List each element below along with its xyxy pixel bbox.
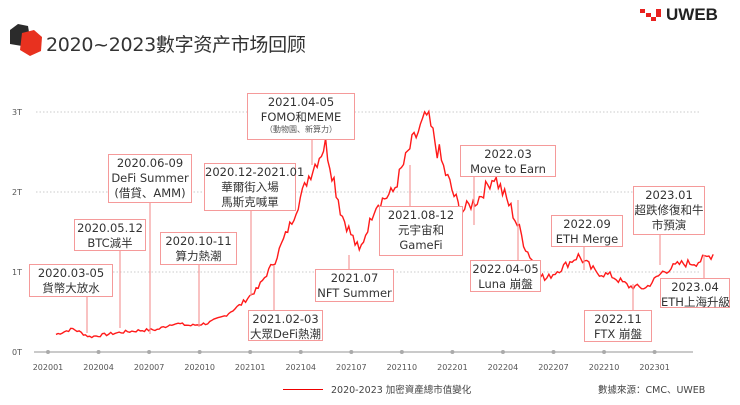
x-tick-dot (46, 350, 50, 354)
uweb-logo-icon (640, 9, 661, 21)
x-tick-label: 202207 (538, 363, 569, 372)
x-tick-dot (349, 350, 354, 354)
y-tick-label: 2T (12, 188, 22, 197)
x-tick-dot (298, 350, 303, 354)
page-title: 2020~2023數字资产市场回顾 (46, 34, 306, 56)
y-tick-label: 0T (12, 348, 22, 357)
annotation-line: 2022.11 (594, 312, 642, 326)
annotation-line: Move to Earn (470, 162, 546, 176)
annotation-box: 2020.10-11 算力熱潮 (160, 232, 237, 265)
x-tick-dot (248, 350, 253, 354)
annotation-line: 2020.03-05 (37, 266, 105, 280)
annotation-line: ETH Merge (555, 232, 619, 246)
x-tick-label: 202010 (184, 363, 215, 372)
series-line (55, 109, 714, 339)
annotation-line: DeFi Summer (111, 171, 189, 185)
x-tick-dot (96, 350, 101, 354)
x-tick-dot (652, 350, 657, 354)
x-tick-label: 202201 (437, 363, 468, 372)
annotation-line: 2020.10-11 (165, 234, 232, 248)
annotation-line: 元宇宙和 (398, 223, 444, 237)
y-tick-label: 3T (12, 108, 22, 117)
annotation-line: 2022.04-05 (472, 262, 539, 276)
annotation-line: 2020.06-09 (116, 156, 184, 170)
x-tick-dot (450, 350, 455, 354)
annotation-line: BTC減半 (87, 236, 133, 250)
annotation-line: 2021.04-05 (267, 95, 335, 109)
x-tick-label: 202210 (589, 363, 620, 372)
annotation-line: 2021.02-03 (252, 312, 319, 326)
annotation-line: (借貸、AMM) (114, 186, 186, 200)
annotation-line: 算力熱潮 (175, 249, 222, 263)
annotation-line: 2022.03 (484, 147, 532, 161)
x-tick-label: 202004 (83, 363, 114, 372)
annotation-line: FOMO和MEME (260, 110, 342, 124)
legend: 2020-2023 加密資產總市值變化 (283, 382, 471, 396)
annotation-line: FTX 崩盤 (594, 327, 642, 341)
annotation-line: 2022.09 (563, 217, 611, 231)
annotation-box: 2022.04-05 Luna 崩盤 (470, 260, 541, 292)
annotation-line: ETH上海升級 (661, 295, 730, 309)
annotation-box: 2023.04 ETH上海升級 (660, 278, 730, 309)
x-tick-label: 202301 (639, 363, 670, 372)
annotation-box: 2020.12-2021.01 華爾街入場 馬斯克喊單 (204, 163, 305, 211)
hexagon-logo-icon (10, 24, 42, 56)
annotation-line: Luna 崩盤 (478, 277, 533, 291)
annotation-line: 2021.07 (330, 271, 379, 285)
x-tick-label: 202007 (134, 363, 165, 372)
x-tick-dot (197, 350, 202, 354)
legend-label: 2020-2023 加密資產總市值變化 (331, 385, 472, 396)
annotation-line: 超跌修復和牛 (634, 203, 704, 217)
x-tick-dot (602, 350, 607, 354)
x-tick-dot (399, 350, 404, 354)
annotation-line: 2023.04 (671, 280, 719, 294)
annotation-box: 2020.06-09 DeFi Summer (借貸、AMM) (108, 154, 192, 203)
annotation-box: 2023.01 超跌修復和牛 市預演 (633, 186, 705, 235)
annotation-line: 馬斯克喊單 (221, 195, 279, 209)
annotation-line: 華爾街入場 (221, 180, 279, 194)
annotation-line: 貨幣大放水 (42, 281, 100, 295)
x-tick-dot (551, 350, 556, 354)
y-tick-label: 1T (12, 268, 22, 277)
annotation-box: 2022.03 Move to Earn (460, 145, 556, 177)
annotation-line: NFT Summer (317, 286, 392, 300)
logo-text: UWEB (666, 5, 718, 24)
annotation-line: 大眾DeFi熱潮 (250, 327, 321, 341)
annotation-box: 2022.09 ETH Merge (551, 215, 623, 247)
annotation-box: 2022.11 FTX 崩盤 (584, 310, 652, 342)
annotation-box: 2020.03-05 貨幣大放水 (29, 264, 113, 297)
annotation-line: 2023.01 (645, 188, 693, 202)
annotation-line: 市預演 (651, 218, 687, 232)
annotation-line: 2020.12-2021.01 (205, 165, 305, 179)
x-tick-label: 202110 (387, 363, 418, 372)
x-tick-dot (500, 350, 505, 354)
x-tick-label: 202107 (336, 363, 367, 372)
annotation-note: （動物園、新算力） (265, 125, 337, 134)
x-tick-label: 202204 (488, 363, 519, 372)
uweb-logo: UWEB (640, 5, 718, 25)
annotation-box: 2021.02-03 大眾DeFi熱潮 (248, 310, 323, 341)
annotation-box: 2021.08-12 元宇宙和 GameFi (379, 206, 463, 256)
x-tick-label: 202104 (285, 363, 316, 372)
legend-line-swatch (283, 388, 323, 390)
data-source: 數據來源：CMC、UWEB (598, 385, 706, 396)
x-tick-dot (147, 350, 152, 354)
x-tick-label: 202101 (235, 363, 266, 372)
annotation-line: 2020.05.12 (77, 221, 143, 235)
x-tick-label: 202001 (33, 363, 64, 372)
annotation-box: 2021.07 NFT Summer (315, 269, 394, 302)
annotation-line: 2021.08-12 (387, 208, 455, 222)
annotation-box: 2021.04-05 FOMO和MEME （動物園、新算力） (247, 93, 355, 140)
annotation-line: GameFi (399, 238, 443, 252)
annotation-box: 2020.05.12 BTC減半 (74, 219, 146, 251)
